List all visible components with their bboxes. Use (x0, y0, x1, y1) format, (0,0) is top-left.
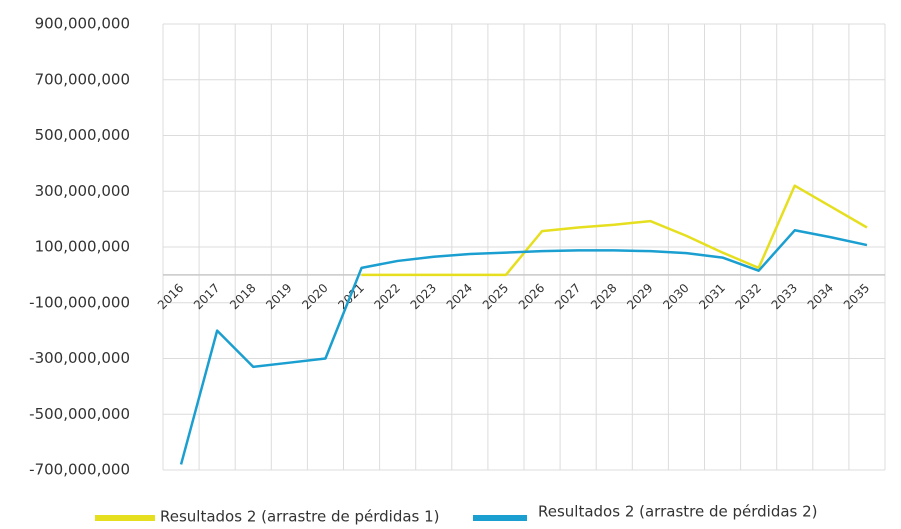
x-tick-label: 2030 (660, 281, 691, 312)
x-tick-label: 2034 (805, 281, 836, 312)
legend-label: Resultados 2 (arrastre de pérdidas 1) (160, 508, 440, 526)
x-tick-label: 2033 (769, 281, 800, 312)
y-tick-label: 900,000,000 (35, 15, 130, 33)
x-tick-label: 2020 (299, 281, 330, 312)
y-tick-label: 100,000,000 (35, 238, 130, 256)
x-tick-label: 2027 (552, 281, 583, 312)
series-line (179, 229, 868, 465)
x-tick-label: 2035 (841, 281, 872, 312)
x-tick-label: 2025 (480, 281, 511, 312)
x-tick-label: 2022 (371, 281, 402, 312)
legend-swatch (473, 515, 527, 521)
x-tick-label: 2031 (696, 281, 727, 312)
x-tick-label: 2019 (263, 281, 294, 312)
series-line (361, 184, 868, 277)
x-tick-label: 2029 (624, 281, 655, 312)
y-tick-label: -500,000,000 (29, 405, 130, 423)
x-tick-label: 2032 (732, 281, 763, 312)
y-tick-label: -700,000,000 (29, 461, 130, 479)
x-tick-label: 2016 (155, 281, 186, 312)
x-tick-label: 2023 (408, 281, 439, 312)
y-tick-label: -100,000,000 (29, 293, 130, 311)
y-tick-label: 300,000,000 (35, 182, 130, 200)
x-tick-label: 2018 (227, 281, 258, 312)
y-tick-label: -300,000,000 (29, 349, 130, 367)
legend-swatch (95, 515, 155, 521)
y-tick-label: 500,000,000 (35, 126, 130, 144)
x-tick-label: 2024 (444, 281, 475, 312)
x-tick-label: 2026 (516, 281, 547, 312)
x-tick-label: 2017 (191, 281, 222, 312)
x-tick-label: 2028 (588, 281, 619, 312)
legend-label: Resultados 2 (arrastre de pérdidas 2) (538, 503, 818, 521)
y-tick-label: 700,000,000 (35, 70, 130, 88)
